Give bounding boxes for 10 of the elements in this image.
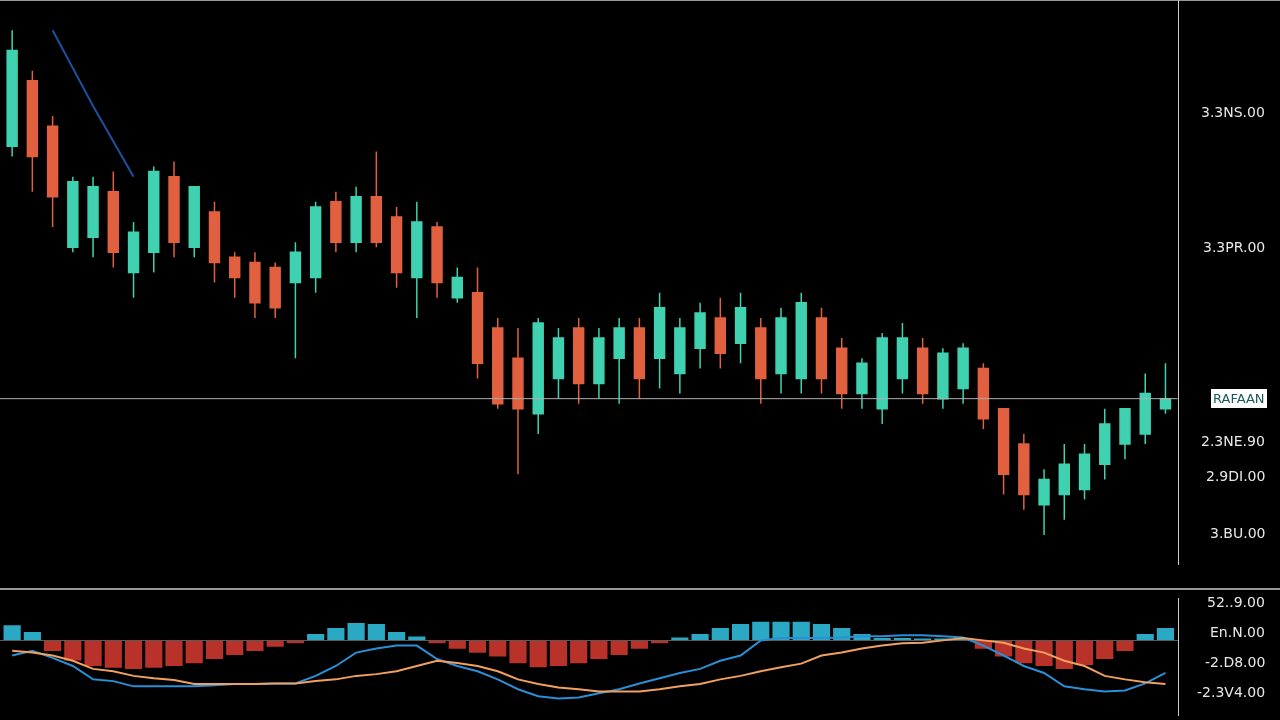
text: En.N.00 <box>1210 624 1265 640</box>
text: 3.3PR.00 <box>1203 239 1266 255</box>
text: -2.D8.00 <box>1205 654 1266 670</box>
text: -2.3V4.00 <box>1197 684 1266 700</box>
text: 3.3NS.00 <box>1201 104 1265 120</box>
ref-line-label: RAFAAN <box>1213 391 1265 406</box>
text: 3.BU.00 <box>1210 525 1266 541</box>
text: 2.9DI.00 <box>1206 468 1266 484</box>
text: 52..9.00 <box>1207 594 1265 610</box>
text: 2.3NE.90 <box>1201 433 1265 449</box>
